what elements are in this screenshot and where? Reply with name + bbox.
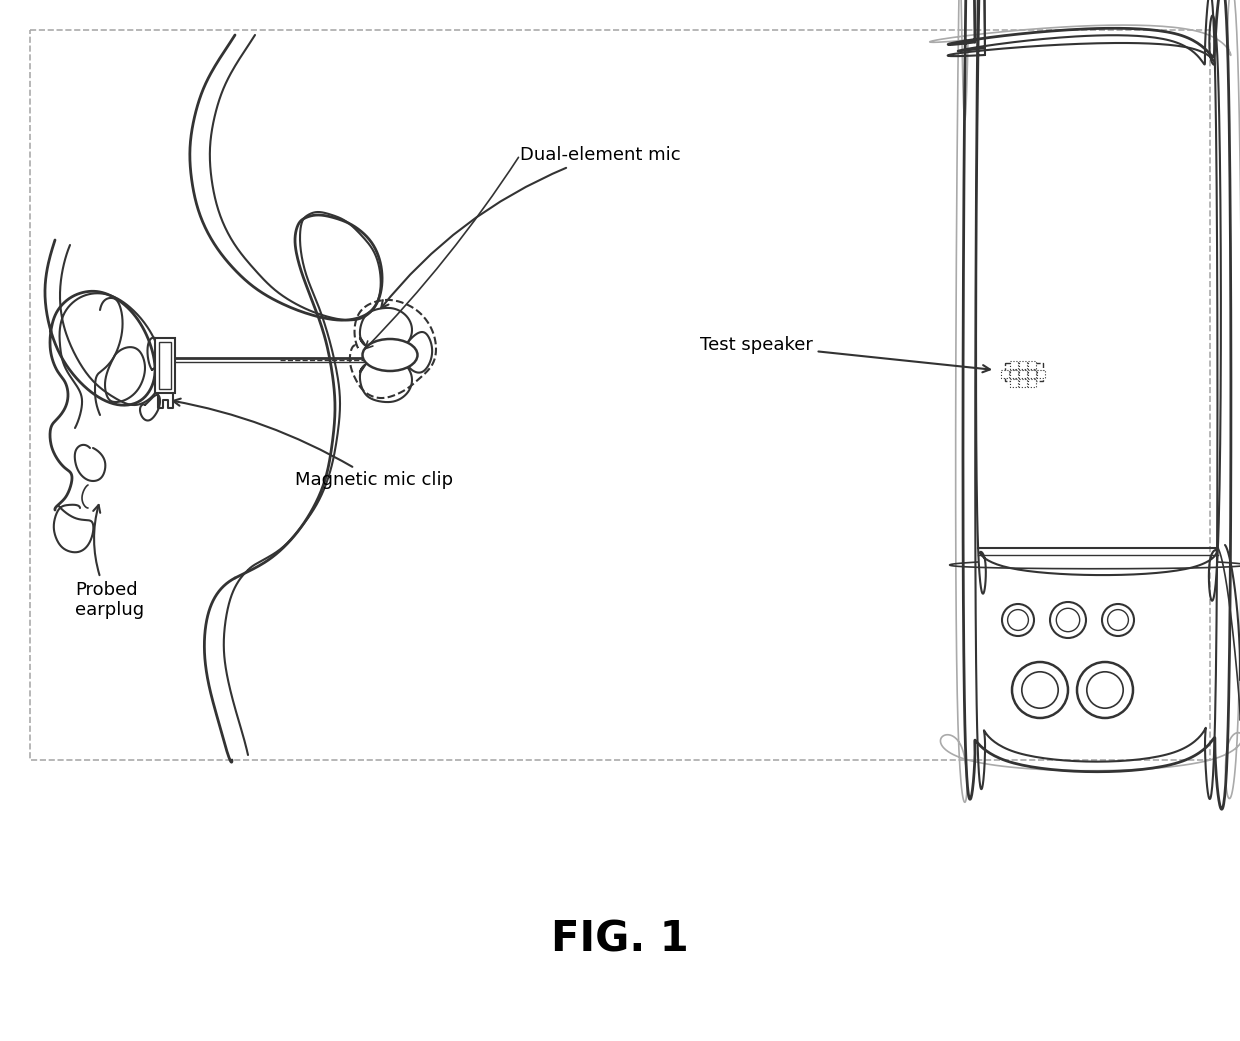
Circle shape: [1107, 610, 1128, 631]
Bar: [1004, 363, 1013, 371]
Circle shape: [1086, 671, 1123, 708]
Bar: [1011, 370, 1018, 378]
Bar: [1028, 379, 1035, 387]
Circle shape: [1012, 662, 1068, 718]
Bar: [1025, 373, 1033, 381]
Bar: [1004, 373, 1013, 381]
Bar: [1001, 370, 1009, 378]
Text: Test speaker: Test speaker: [701, 336, 990, 373]
Bar: [1028, 370, 1035, 378]
Text: Dual-element mic: Dual-element mic: [381, 146, 681, 308]
Bar: [159, 342, 171, 389]
Circle shape: [1102, 604, 1135, 636]
Bar: [1035, 363, 1043, 371]
Bar: [1016, 363, 1023, 371]
Text: Probed
earplug: Probed earplug: [74, 505, 144, 619]
Bar: [1025, 363, 1033, 371]
Circle shape: [1056, 608, 1080, 632]
Bar: [1011, 379, 1018, 387]
Ellipse shape: [362, 339, 418, 371]
Circle shape: [1022, 671, 1058, 708]
Bar: [1016, 373, 1023, 381]
Text: FIG. 1: FIG. 1: [551, 919, 689, 961]
Text: Magnetic mic clip: Magnetic mic clip: [174, 399, 453, 489]
Bar: [1035, 373, 1043, 381]
Circle shape: [1002, 604, 1034, 636]
Bar: [1037, 370, 1045, 378]
Circle shape: [1008, 610, 1028, 631]
Bar: [1019, 361, 1027, 369]
Bar: [30, 30, 1210, 760]
Circle shape: [1050, 602, 1086, 638]
Bar: [155, 338, 175, 393]
Circle shape: [1078, 662, 1133, 718]
Bar: [1028, 361, 1035, 369]
Bar: [1019, 370, 1027, 378]
Bar: [1011, 361, 1018, 369]
Bar: [1019, 379, 1027, 387]
